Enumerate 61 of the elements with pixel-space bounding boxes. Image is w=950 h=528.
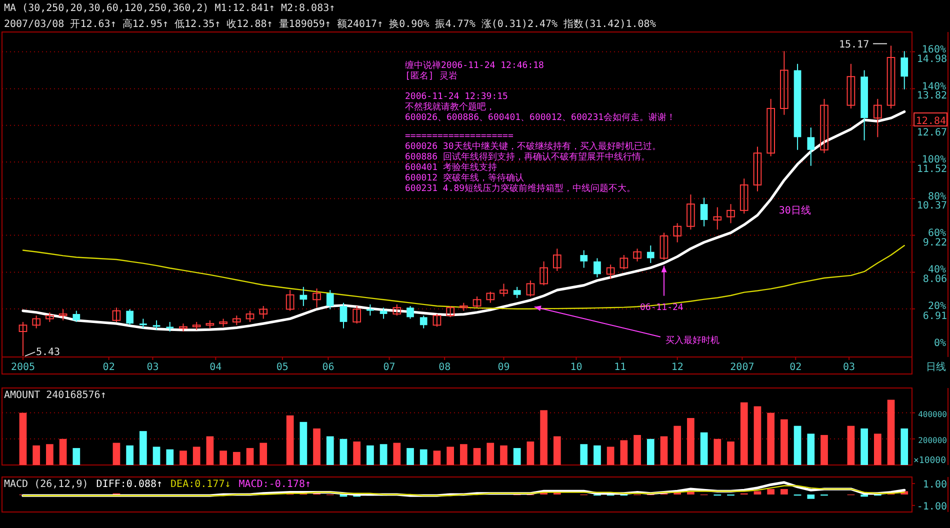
text: 2007/03/08 开12.63↑ 高12.95↑ 低12.35↑ 收12.88↑ 量189059↑ 额24017↑ 换0.90% 振4.77% 涨(0.31)2.47% 指数(31.42)1.08% xyxy=(4,18,656,30)
x-tick-label: 05 xyxy=(276,362,288,373)
annotation: 600231 4.89短线压力突破前维持箱型，中线问题不大。 xyxy=(405,183,636,194)
y-tick-label: 14.98 xyxy=(916,54,947,65)
annotation: 06-11-24 xyxy=(640,302,684,313)
annotation: 600886 回试年线得到支持，再确认不破有望展开中线行情。 xyxy=(405,152,650,162)
y-tick-label: 400000 xyxy=(918,410,948,419)
annotation: 15.17 xyxy=(839,40,870,51)
chart-title: MACD (26,12,9) xyxy=(4,479,88,490)
chart-title: AMOUNT 240168576↑ xyxy=(4,390,106,401)
chart-subtitle: MA (30,250,20,30,60,120,250,360,2) M1:12.841↑ M2:8.083↑ xyxy=(4,3,336,14)
x-tick-label: 11 xyxy=(614,362,626,373)
series-label: 30日线 xyxy=(778,204,811,216)
y-tick-label: 9.22 xyxy=(922,237,947,248)
y-tick-label: 8.06 xyxy=(922,274,947,286)
x-tick-label: 03 xyxy=(843,362,856,373)
x-tick-label: 02 xyxy=(790,362,802,373)
x-tick-label: 2007 xyxy=(730,362,754,373)
y-tick-label: 1.00 xyxy=(922,480,947,491)
annotation: DEA:0.177↓ xyxy=(170,479,231,490)
annotation: 600012 突破年线，等待确认 xyxy=(405,172,524,184)
x-tick-label: 09 xyxy=(498,362,510,373)
y-tick-label: -1.00 xyxy=(916,501,947,512)
annotation: 600026、600886、600401、600012、600231会如何走。谢谢！ xyxy=(405,112,676,123)
x-tick-label: 07 xyxy=(383,362,396,373)
y2-tick-label: 140% xyxy=(922,81,946,92)
annotation: 买入最好时机 xyxy=(665,334,720,346)
x-tick-label: 02 xyxy=(102,362,115,373)
annotation: 12.84 xyxy=(916,116,946,127)
x-tick-label: 08 xyxy=(438,362,451,373)
annotation: 缠中说禅2006-11-24 12:46:18 xyxy=(405,60,544,71)
annotation: [匿名] 灵岩 xyxy=(405,70,458,82)
annotation: 2006-11-24 12:39:15 xyxy=(405,92,508,102)
x-tick-label: 10 xyxy=(570,362,582,373)
x-tick-label: 06 xyxy=(322,362,334,373)
text: 日线 xyxy=(926,361,946,373)
y2-tick-label: 100% xyxy=(922,154,946,166)
annotation: 5.43 xyxy=(36,347,60,358)
x-tick-label: 03 xyxy=(146,362,159,373)
annotation: 600401 考验年线支持 xyxy=(405,162,497,173)
x-tick-label: 2005 xyxy=(10,362,36,373)
y-tick-label: 6.91 xyxy=(922,310,947,322)
y-tick-label: 200000 xyxy=(918,436,948,445)
annotation: 不然我就请教个题吧， xyxy=(405,102,495,112)
text: ×10000 xyxy=(913,456,946,466)
y2-tick-label: 40% xyxy=(928,264,946,276)
y-tick-label: 13.82 xyxy=(916,90,947,102)
y2-tick-label: 0% xyxy=(934,338,946,349)
y-tick-label: 11.52 xyxy=(916,164,947,175)
annotation: DIFF:0.088↑ xyxy=(96,479,163,490)
x-tick-label: 12 xyxy=(671,362,684,373)
y-tick-label: 10.37 xyxy=(916,200,947,212)
y2-tick-label: 160% xyxy=(922,44,946,56)
y2-tick-label: 20% xyxy=(928,301,946,312)
annotation: 600026 30天线中继关键，不破继续持有，买入最好时机已过。 xyxy=(405,141,661,152)
annotation: ==================== xyxy=(405,132,514,142)
annotation: MACD:-0.178↑ xyxy=(238,479,311,490)
y2-tick-label: 60% xyxy=(928,228,946,239)
y-tick-label: 12.67 xyxy=(916,127,947,138)
x-tick-label: 04 xyxy=(210,362,222,373)
y2-tick-label: 80% xyxy=(928,191,946,202)
